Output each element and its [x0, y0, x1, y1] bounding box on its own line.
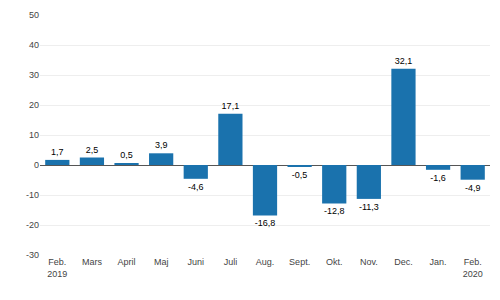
- svg-text:-12,8: -12,8: [324, 206, 345, 216]
- svg-text:-16,8: -16,8: [255, 218, 276, 228]
- svg-text:17,1: 17,1: [222, 101, 240, 111]
- svg-text:-0,5: -0,5: [292, 170, 308, 180]
- svg-text:Maj: Maj: [154, 257, 169, 267]
- svg-text:-4,9: -4,9: [465, 183, 481, 193]
- svg-text:Nov.: Nov.: [360, 257, 378, 267]
- svg-text:Aug.: Aug.: [256, 257, 275, 267]
- svg-text:50: 50: [29, 10, 39, 20]
- svg-text:-10: -10: [26, 190, 39, 200]
- svg-text:1,7: 1,7: [51, 147, 64, 157]
- svg-text:Sept.: Sept.: [289, 257, 310, 267]
- svg-text:-11,3: -11,3: [359, 202, 379, 212]
- svg-text:Juli: Juli: [224, 257, 238, 267]
- svg-text:3,9: 3,9: [155, 140, 168, 150]
- svg-text:-1,6: -1,6: [430, 173, 446, 183]
- svg-text:20: 20: [29, 100, 39, 110]
- svg-text:-4,6: -4,6: [188, 182, 204, 192]
- svg-text:-30: -30: [26, 250, 39, 260]
- svg-text:0: 0: [34, 160, 39, 170]
- svg-text:Mars: Mars: [82, 257, 102, 267]
- svg-text:Jan.: Jan.: [430, 257, 447, 267]
- svg-text:Okt.: Okt.: [326, 257, 343, 267]
- svg-text:-20: -20: [26, 220, 39, 230]
- svg-text:Feb.2019: Feb.2019: [47, 257, 67, 279]
- svg-text:Dec.: Dec.: [394, 257, 413, 267]
- svg-text:Juni: Juni: [188, 257, 205, 267]
- svg-text:Feb.2020: Feb.2020: [463, 257, 483, 279]
- svg-text:April: April: [118, 257, 136, 267]
- svg-text:40: 40: [29, 40, 39, 50]
- svg-text:32,1: 32,1: [395, 56, 413, 66]
- svg-text:2,5: 2,5: [86, 145, 99, 155]
- svg-text:0,5: 0,5: [120, 150, 133, 160]
- svg-text:10: 10: [29, 130, 39, 140]
- svg-text:30: 30: [29, 70, 39, 80]
